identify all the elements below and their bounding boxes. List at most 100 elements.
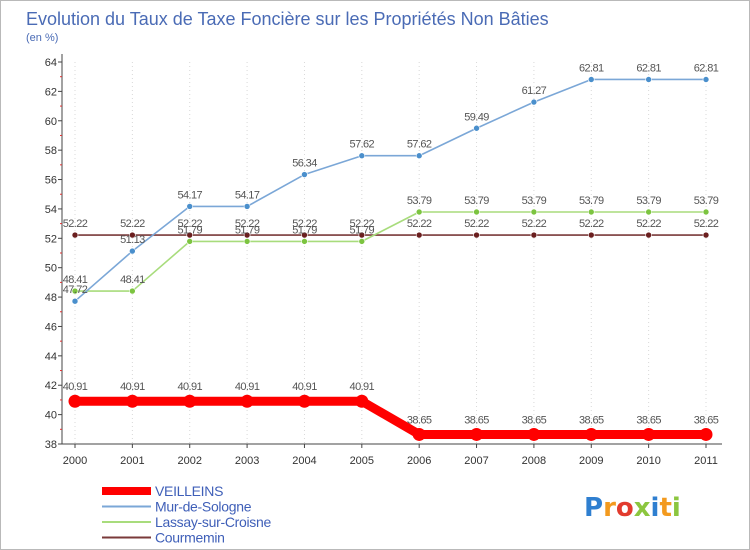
point-lassay-sur-croisne-2001 xyxy=(129,287,136,295)
point-veilleins-2004 xyxy=(297,394,311,408)
data-label-mur-de-sologne-2011: 62.81 xyxy=(694,62,719,74)
data-label-courmemin-2008: 52.22 xyxy=(522,218,547,230)
point-courmemin-2008 xyxy=(530,231,538,239)
data-label-lassay-sur-croisne-2003: 51.79 xyxy=(235,224,260,236)
y-tick-label-46: 46 xyxy=(45,321,57,333)
legend-entry-lassay-sur-croisne: Lassay-sur-Croisne xyxy=(155,514,271,530)
y-tick-label-54: 54 xyxy=(45,204,57,216)
point-lassay-sur-croisne-2004 xyxy=(301,238,308,245)
data-label-courmemin-2005: 52.22 xyxy=(350,218,375,230)
y-tick-label-62: 62 xyxy=(45,86,57,98)
legend-entry-mur-de-sologne: Mur-de-Sologne xyxy=(155,499,252,515)
point-courmemin-2005 xyxy=(358,231,366,239)
y-tick-label-48: 48 xyxy=(45,292,57,304)
x-tick-label-2011: 2011 xyxy=(694,455,718,467)
point-lassay-sur-croisne-2005 xyxy=(358,238,366,245)
data-label-mur-de-sologne-2009: 62.81 xyxy=(579,62,604,74)
point-mur-de-sologne-2011 xyxy=(702,76,710,83)
series-line-veilleins xyxy=(70,396,711,439)
axes: 38 40 42 44 46 48 50 52 54 56 58 60 62 64 2000 2001 2002… xyxy=(45,54,722,467)
data-label-veilleins-2008: 38.65 xyxy=(522,414,547,426)
y-tick-label-40: 40 xyxy=(45,410,57,422)
point-lassay-sur-croisne-2002 xyxy=(186,238,194,245)
data-label-mur-de-sologne-2008: 61.27 xyxy=(522,85,547,97)
y-tick-label-64: 64 xyxy=(45,57,57,69)
data-label-veilleins-2009: 38.65 xyxy=(579,414,604,426)
data-label-lassay-sur-croisne-2005: 51.79 xyxy=(350,224,375,236)
data-label-lassay-sur-croisne-2006: 53.79 xyxy=(407,195,432,207)
y-tick-label-60: 60 xyxy=(45,116,57,128)
data-label-mur-de-sologne-2003: 54.17 xyxy=(235,189,260,201)
logo-letter: o xyxy=(616,493,634,523)
data-label-lassay-sur-croisne-2010: 53.79 xyxy=(636,195,661,207)
point-lassay-sur-croisne-2011 xyxy=(702,208,710,216)
point-lassay-sur-croisne-2009 xyxy=(587,208,595,216)
y-tick-label-50: 50 xyxy=(45,263,57,275)
point-mur-de-sologne-2008 xyxy=(530,98,538,106)
x-tick-label-2008: 2008 xyxy=(522,455,546,467)
data-label-mur-de-sologne-2010: 62.81 xyxy=(636,62,661,74)
data-labels: 40.91 40.91 40.91 40.91 40.91 40.91 38.65 38.65… xyxy=(63,62,720,426)
legend-entry-veilleins: VEILLEINS xyxy=(155,483,223,499)
data-label-mur-de-sologne-2002: 54.17 xyxy=(177,189,202,201)
data-label-mur-de-sologne-2004: 56.34 xyxy=(292,158,317,170)
point-lassay-sur-croisne-2010 xyxy=(645,208,652,216)
data-label-lassay-sur-croisne-2009: 53.79 xyxy=(579,195,604,207)
point-courmemin-2003 xyxy=(243,231,251,239)
data-label-veilleins-2010: 38.65 xyxy=(636,414,661,426)
point-lassay-sur-croisne-2008 xyxy=(530,208,538,216)
x-tick-label-2002: 2002 xyxy=(177,455,201,467)
point-courmemin-2011 xyxy=(702,231,710,239)
point-veilleins-2001 xyxy=(125,394,139,408)
x-tick-label-2001: 2001 xyxy=(120,455,144,467)
point-mur-de-sologne-2003 xyxy=(243,203,251,210)
data-label-mur-de-sologne-2006: 57.62 xyxy=(407,139,432,151)
data-label-courmemin-2009: 52.22 xyxy=(579,218,604,230)
x-tick-label-2009: 2009 xyxy=(579,455,603,467)
data-label-lassay-sur-croisne-2002: 51.79 xyxy=(177,224,202,236)
point-courmemin-2009 xyxy=(587,231,595,239)
point-mur-de-sologne-2000 xyxy=(71,297,79,305)
data-label-veilleins-2006: 38.65 xyxy=(407,414,432,426)
y-tick-label-38: 38 xyxy=(45,439,57,451)
y-tick-label-58: 58 xyxy=(45,145,57,157)
y-tick-label-42: 42 xyxy=(45,380,57,392)
point-courmemin-2004 xyxy=(301,231,308,239)
data-label-lassay-sur-croisne-2001: 48.41 xyxy=(120,274,145,286)
grid xyxy=(74,62,707,444)
point-veilleins-2002 xyxy=(183,394,197,408)
point-mur-de-sologne-2007 xyxy=(473,124,480,132)
point-veilleins-2010 xyxy=(642,427,656,441)
point-courmemin-2002 xyxy=(186,231,194,239)
point-mur-de-sologne-2005 xyxy=(358,152,366,160)
point-courmemin-2010 xyxy=(645,231,652,239)
point-veilleins-2007 xyxy=(470,427,484,441)
data-label-courmemin-2010: 52.22 xyxy=(636,218,661,230)
series-line-mur-de-sologne xyxy=(74,78,707,302)
point-courmemin-2006 xyxy=(415,231,423,239)
point-veilleins-2003 xyxy=(240,394,254,408)
data-label-veilleins-2004: 40.91 xyxy=(292,381,317,393)
logo-letter: P xyxy=(584,493,603,523)
point-mur-de-sologne-2001 xyxy=(129,247,136,255)
logo-letter: t xyxy=(659,493,671,523)
point-veilleins-2009 xyxy=(584,427,598,441)
logo-text: Proxiti xyxy=(584,493,681,523)
data-label-lassay-sur-croisne-2004: 51.79 xyxy=(292,224,317,236)
data-label-courmemin-2006: 52.22 xyxy=(407,218,432,230)
logo-letter: x xyxy=(634,493,651,523)
data-label-courmemin-2011: 52.22 xyxy=(694,218,719,230)
point-mur-de-sologne-2004 xyxy=(301,171,308,178)
x-tick-label-2007: 2007 xyxy=(464,455,488,467)
data-label-mur-de-sologne-2005: 57.62 xyxy=(350,139,375,151)
x-tick-label-2004: 2004 xyxy=(292,455,316,467)
point-veilleins-2008 xyxy=(527,427,541,441)
data-label-lassay-sur-croisne-2000: 48.41 xyxy=(63,274,88,286)
point-lassay-sur-croisne-2003 xyxy=(243,238,251,245)
data-label-courmemin-2003: 52.22 xyxy=(235,218,260,230)
data-label-veilleins-2007: 38.65 xyxy=(464,414,489,426)
data-label-veilleins-2005: 40.91 xyxy=(350,381,375,393)
logo-letter: r xyxy=(603,493,616,523)
